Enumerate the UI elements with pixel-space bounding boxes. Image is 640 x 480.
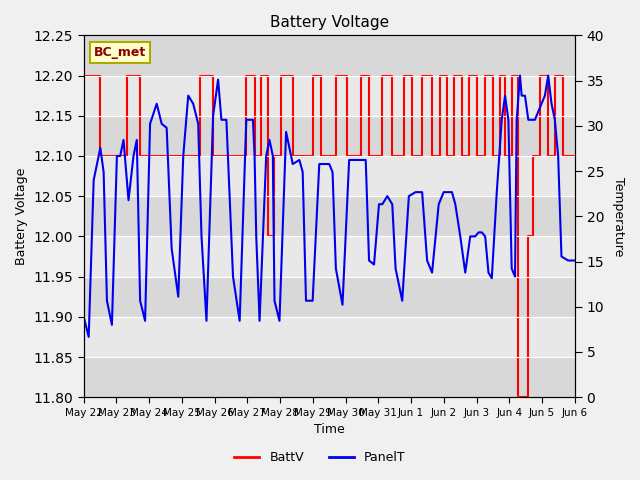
Bar <box>84 236 575 276</box>
Bar <box>84 116 575 156</box>
Y-axis label: Temperature: Temperature <box>612 177 625 256</box>
Bar <box>84 357 575 397</box>
Bar <box>84 276 575 317</box>
X-axis label: Time: Time <box>314 423 344 436</box>
Bar <box>84 36 575 75</box>
Y-axis label: Battery Voltage: Battery Voltage <box>15 168 28 265</box>
Text: BC_met: BC_met <box>93 46 146 59</box>
Bar <box>84 196 575 236</box>
Bar <box>84 75 575 116</box>
Legend: BattV, PanelT: BattV, PanelT <box>229 446 411 469</box>
Bar <box>84 156 575 196</box>
Bar <box>84 317 575 357</box>
Title: Battery Voltage: Battery Voltage <box>269 15 388 30</box>
